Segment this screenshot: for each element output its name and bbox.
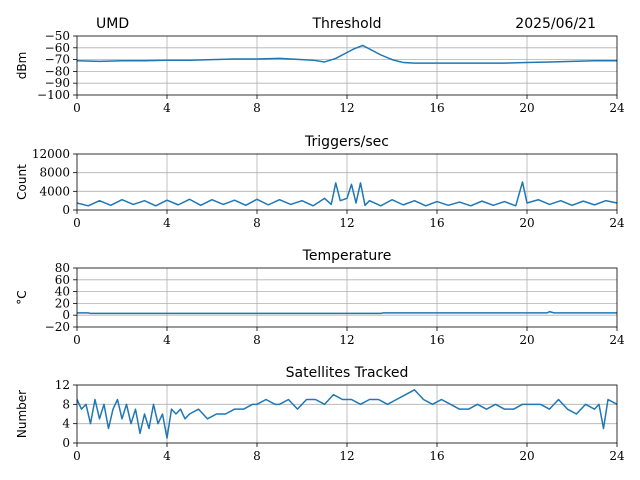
satellites-ytick-label: 4 <box>62 417 70 431</box>
triggers-xtick-label: 8 <box>253 216 261 230</box>
threshold-series-line <box>76 44 617 64</box>
satellites-xtick-label: 16 <box>429 449 444 463</box>
temperature-ytick-label: 20 <box>55 296 70 310</box>
triggers-xtick-label: 16 <box>429 216 444 230</box>
triggers-xtick-label: 24 <box>609 216 625 230</box>
satellites-chart: 0 4 8 12 16 20 24 0 4 8 12 Satellites Tracked Number <box>15 365 625 463</box>
triggers-xtick-label: 12 <box>339 216 354 230</box>
temperature-xtick-label: 20 <box>519 333 534 347</box>
threshold-xtick-label: 8 <box>253 101 261 115</box>
temperature-series-line <box>77 310 617 315</box>
threshold-xtick-label: 12 <box>339 101 354 115</box>
threshold-ylabel: dBm <box>15 52 29 80</box>
temperature-ytick-label: 40 <box>55 285 70 299</box>
triggers-xtick-label: 20 <box>519 216 534 230</box>
threshold-xtick-label: 20 <box>519 101 534 115</box>
temperature-xtick-label: 12 <box>339 333 354 347</box>
satellites-ytick-label: 0 <box>62 436 70 450</box>
threshold-xtick-label: 0 <box>73 101 81 115</box>
satellites-xtick-label: 4 <box>163 449 171 463</box>
threshold-xtick-label: 16 <box>429 101 444 115</box>
threshold-ytick-label: −70 <box>45 53 70 67</box>
temperature-ylabel: °C <box>15 290 29 304</box>
satellites-ylabel: Number <box>15 390 29 438</box>
threshold-ytick-label: −50 <box>45 29 70 43</box>
triggers-ytick-label: 8000 <box>39 166 70 180</box>
temperature-ytick-label: 60 <box>55 273 70 287</box>
temperature-xtick-label: 4 <box>163 333 171 347</box>
temperature-ytick-label: 0 <box>62 308 70 322</box>
threshold-ytick-label: −80 <box>45 64 70 78</box>
triggers-title: Triggers/sec <box>304 134 389 150</box>
triggers-ylabel: Count <box>15 164 29 200</box>
triggers-xtick-label: 4 <box>163 216 171 230</box>
temperature-xtick-label: 24 <box>609 333 625 347</box>
threshold-ytick-label: −90 <box>45 76 70 90</box>
satellites-xtick-label: 0 <box>73 449 81 463</box>
triggers-series-line <box>76 181 618 207</box>
threshold-xtick-label: 4 <box>163 101 171 115</box>
triggers-ytick-label: 4000 <box>39 184 70 198</box>
satellites-xtick-label: 20 <box>519 449 534 463</box>
triggers-xtick-label: 0 <box>73 216 81 230</box>
threshold-title: Threshold <box>312 16 382 32</box>
threshold-ytick-label: −100 <box>37 88 70 102</box>
threshold-xtick-label: 24 <box>609 101 625 115</box>
satellites-ytick-label: 12 <box>55 378 70 392</box>
satellites-xtick-label: 24 <box>609 449 625 463</box>
threshold-chart: 0 4 8 12 16 20 24 −100−90−80−70−60−50 Threshold d… <box>15 16 625 115</box>
triggers-ytick-label: 0 <box>62 203 70 217</box>
temperature-xtick-label: 0 <box>73 333 81 347</box>
header-left-label: UMD <box>96 16 129 32</box>
temperature-ytick-label: 80 <box>55 261 70 275</box>
header-date-label: 2025/06/21 <box>515 16 596 32</box>
satellites-ytick-label: 8 <box>62 397 70 411</box>
triggers-ytick-label: 12000 <box>32 147 70 161</box>
satellites-title: Satellites Tracked <box>286 365 409 381</box>
triggers-chart: 0 4 8 12 16 20 24 0 4000 8000 12000 Triggers/sec Cou… <box>15 134 625 230</box>
satellites-xtick-label: 12 <box>339 449 354 463</box>
temperature-xtick-label: 16 <box>429 333 444 347</box>
satellites-series-line <box>76 389 618 439</box>
temperature-ytick-label: −20 <box>45 320 70 334</box>
temperature-xtick-label: 8 <box>253 333 261 347</box>
temperature-title: Temperature <box>302 248 392 264</box>
satellites-xtick-label: 8 <box>253 449 261 463</box>
threshold-ytick-label: −60 <box>45 41 70 55</box>
